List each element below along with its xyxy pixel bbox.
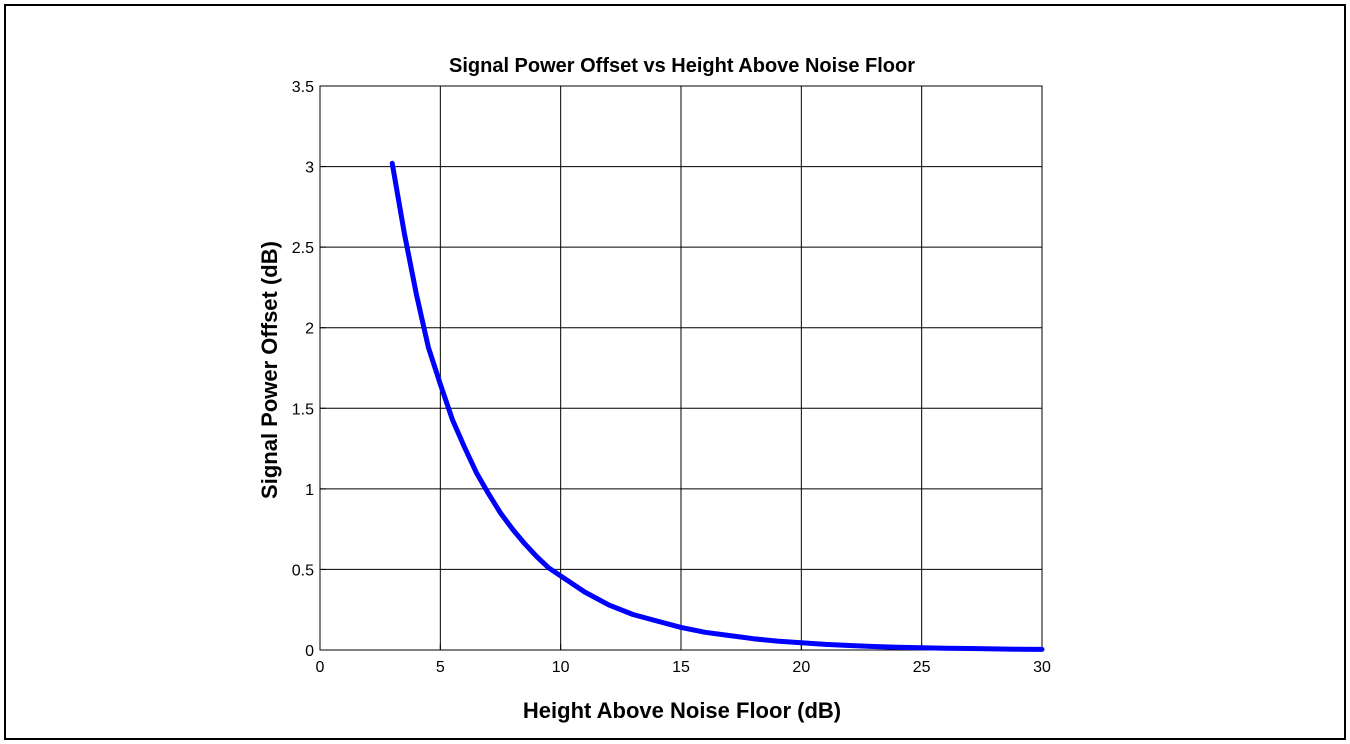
- y-tick-label: 0.5: [292, 562, 314, 579]
- x-tick-label: 20: [792, 659, 810, 676]
- x-tick-label: 5: [436, 659, 445, 676]
- x-tick-label: 30: [1033, 659, 1051, 676]
- x-axis: 0 5 10 15 20 25 30: [316, 644, 1051, 676]
- y-tick-label: 2: [305, 321, 314, 338]
- x-axis-label: Height Above Noise Floor (dB): [523, 698, 841, 723]
- x-tick-label: 0: [316, 659, 325, 676]
- x-tick-label: 25: [913, 659, 931, 676]
- series-line: [389, 160, 1045, 652]
- y-tick-label: 0: [305, 643, 314, 660]
- y-tick-label: 1.5: [292, 401, 314, 418]
- y-tick-label: 3.5: [292, 79, 314, 96]
- y-tick-label: 3: [305, 160, 314, 177]
- y-tick-label: 2.5: [292, 240, 314, 257]
- chart-frame: Signal Power Offset vs Height Above Nois…: [4, 4, 1346, 740]
- y-tick-label: 1: [305, 482, 314, 499]
- x-tick-label: 15: [672, 659, 690, 676]
- grid: [319, 85, 1043, 651]
- x-tick-label: 10: [552, 659, 570, 676]
- line-chart: Signal Power Offset vs Height Above Nois…: [257, 55, 1051, 723]
- chart-title: Signal Power Offset vs Height Above Nois…: [449, 55, 915, 77]
- y-axis: 0 0.5 1 1.5 2 2.5 3 3.5: [292, 79, 326, 660]
- y-axis-label: Signal Power Offset (dB): [257, 241, 282, 499]
